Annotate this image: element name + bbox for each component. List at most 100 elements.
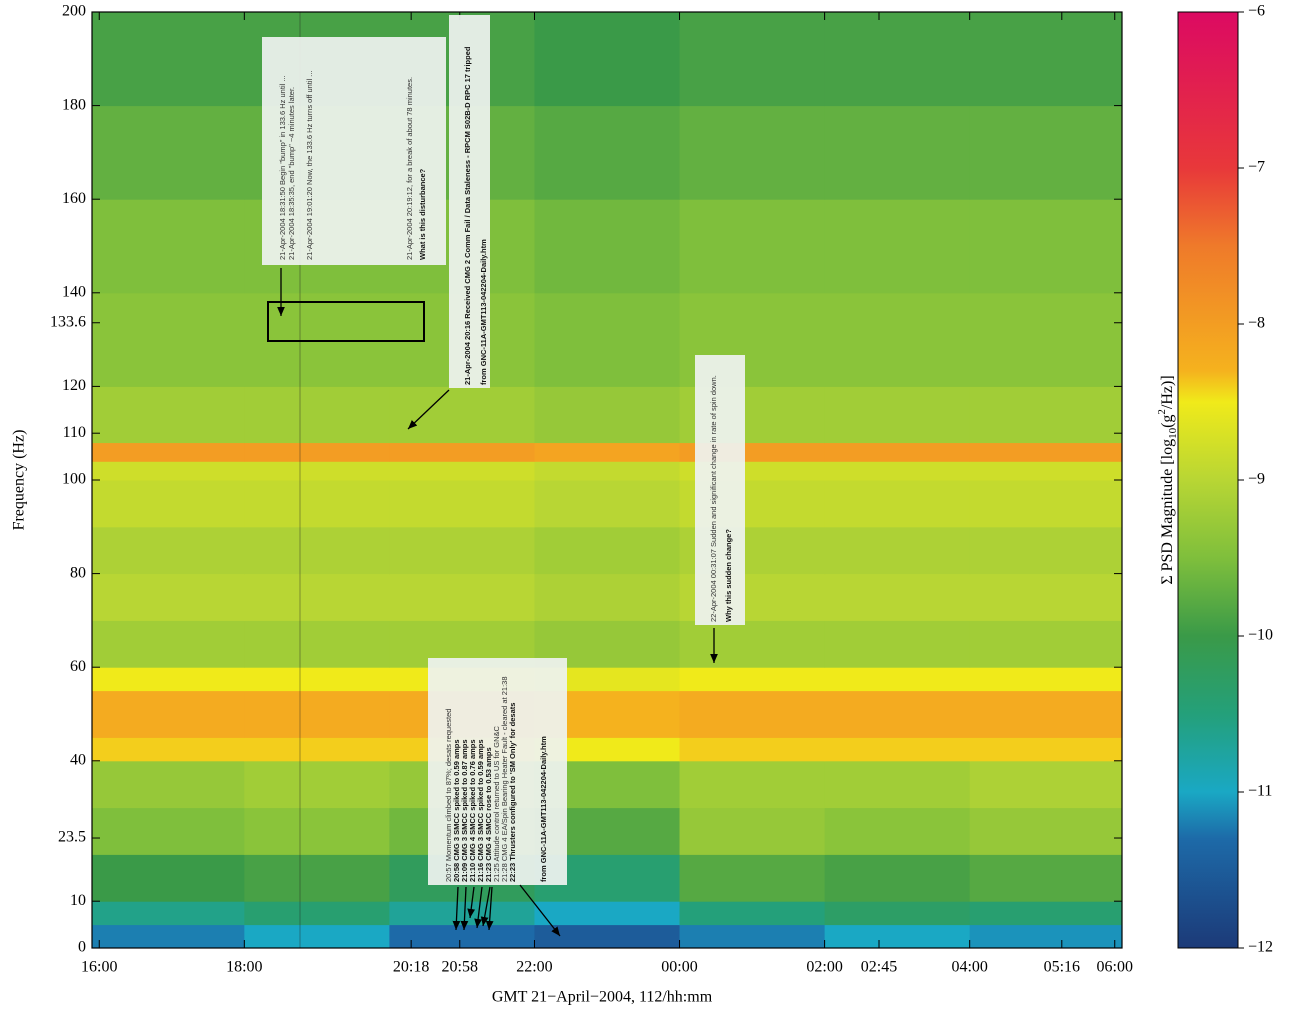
y-tick-label: 10 [70,892,86,909]
heat-cell [92,12,245,107]
heat-cell [244,807,390,855]
heat-cell [679,854,826,902]
heat-cell [92,807,245,855]
heat-cell [969,690,1123,738]
heat-cell [824,12,971,107]
heat-cell [389,461,535,481]
heat-cell [969,105,1123,200]
heat-cell [969,924,1123,949]
arrow [474,886,483,929]
colorbar-tick-label: −6 [1248,3,1265,20]
heat-cell [679,667,826,692]
heat-cell [244,737,390,762]
heat-cell [244,667,390,692]
heat-cell [92,461,245,481]
heat-cell [969,760,1123,809]
heat-cell [92,386,245,444]
heat-cell [244,854,390,902]
arrow [519,884,561,937]
heat-cell [679,924,826,949]
heat-cell [679,620,826,668]
colorbar-tick-label: −7 [1248,159,1265,176]
heat-cell [389,386,535,444]
heat-cell [824,924,971,949]
colorbar-tick-label: −8 [1248,315,1265,332]
heat-cell [389,924,535,949]
annotation-text: 21-Apr-2004 20:16 Received CMG 2 Comm Fa… [463,46,472,385]
colorbar-label: Σ PSD Magnitude [log10(g2/Hz)] [1156,375,1179,584]
axes: 0 10 23.5 40 60 80 100 110 120 133.6 140 160 180 200 1… [50,3,1273,976]
annotation-text: 21:23 CMG 4 SMCC rose to 0.53 amps [484,747,493,882]
heat-cell [92,760,245,809]
heat-cell [534,292,681,387]
x-tick-label: 02:45 [861,959,897,976]
heat-cell [824,386,971,444]
highlight-box [267,301,425,342]
heat-cell [534,924,681,949]
annotation-text: 22-Apr-2004 00:31:07 Sudden and signific… [709,375,718,622]
colorbar-tick-label: −9 [1248,471,1265,488]
label-part: (g [1159,415,1176,428]
heat-cell [969,620,1123,668]
y-tick-label: 160 [62,190,86,207]
annotation: 22-Apr-2004 00:31:07 Sudden and signific… [695,355,745,625]
heat-cell [244,901,390,926]
arrow [485,886,494,931]
heat-cell [969,901,1123,926]
annotation-text: 21-Apr-2004 19:01:20 Now, the 133.6 Hz t… [305,70,314,260]
y-tick-label: 110 [63,424,86,441]
heat-cell [92,901,245,926]
heat-cell [244,386,390,444]
heat-cell [969,526,1123,575]
heat-cell [389,901,535,926]
label-part: 10 [1167,427,1179,439]
heat-cell [92,105,245,200]
heat-cell [534,12,681,107]
heat-cell [969,573,1123,621]
heat-cell [244,573,390,621]
y-tick-label: 133.6 [50,313,86,330]
heat-cell [679,199,826,294]
arrow [452,886,461,931]
annotation-text: 20:58 CMG 3 SMCC spiked to 0.59 amps [452,739,461,882]
annotation-text: 21-Apr-2004 18:31:50 Begin "bump" in 133… [278,75,287,260]
arrows [277,268,718,937]
heat-cell [824,292,971,387]
heat-cell [824,573,971,621]
x-tick-label: 05:16 [1044,959,1080,976]
arrow [460,886,469,931]
heat-cell [92,620,245,668]
y-tick-label: 60 [70,658,86,675]
annotation-text: 21:28 CMG 4 EA/Spin Bearing Heater Fault… [500,676,509,882]
arrow [467,886,476,919]
heat-cell [92,924,245,949]
y-tick-label: 140 [62,283,86,300]
heat-cell [534,667,681,692]
x-tick-label: 20:18 [393,959,429,976]
x-tick-label: 18:00 [226,959,262,976]
heat-cell [824,461,971,481]
annotation-box [449,15,490,388]
heat-cell [92,199,245,294]
colorbar [1177,11,1239,949]
heat-cell [824,480,971,528]
heat-cell [969,12,1123,107]
annotation-text: from GNC-11A-GMT113-042204-Daily.htm [479,239,488,385]
heat-cell [534,442,681,462]
y-tick-label: 120 [62,377,86,394]
heat-cell [824,737,971,762]
heat-cell [92,442,245,462]
colorbar-tick-label: −10 [1248,627,1273,644]
annotation: 21-Apr-2004 20:16 Received CMG 2 Comm Fa… [449,15,490,388]
heat-cell [389,573,535,621]
x-axis-label: GMT 21−April−2004, 112/hh:mm [492,989,713,1006]
y-tick-label: 200 [62,3,86,20]
annotation-text: What is this disturbance? [418,168,427,260]
annotation-text: 20:57 Momentum climbed to 87%; desats re… [444,709,453,882]
colorbar-tick-label: −11 [1248,783,1272,800]
annotation-text: 22:23 Thrusters configured to 'SM Only' … [508,703,517,882]
y-tick-label: 100 [62,471,86,488]
heat-cell [244,924,390,949]
heat-cell [244,526,390,575]
